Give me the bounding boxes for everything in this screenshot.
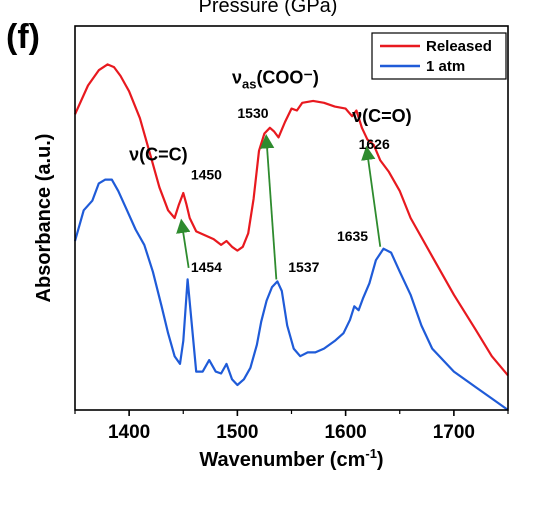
band-label-2: νas(COO⁻): [232, 68, 319, 92]
peak-arrow-2: [259, 134, 278, 280]
peak-label-1635: 1635: [337, 228, 368, 244]
legend-label-1: Released: [426, 38, 492, 55]
peak-label-1454: 1454: [191, 259, 222, 275]
series-line-1-atm: [73, 178, 509, 411]
peak-label-1626: 1626: [359, 136, 390, 152]
peak-label-1450: 1450: [191, 167, 222, 183]
x-tick-label-1700: 1700: [433, 422, 475, 443]
x-tick-label-1500: 1500: [216, 422, 258, 443]
annotation-layer: 1450 1454 1530 1537 1626 1635 ν(C=C) νas(COO⁻) ν…: [129, 68, 412, 280]
band-label-1: ν(C=C): [129, 144, 188, 164]
peak-label-1537: 1537: [288, 259, 319, 275]
legend: Released 1 atm: [371, 32, 507, 80]
panel-label: (f): [6, 18, 40, 56]
y-axis-title: Absorbance (a.u.): [33, 134, 55, 303]
band-label-3: ν(C=O): [352, 106, 412, 126]
series-line-released: [73, 63, 509, 377]
peak-arrow-3: [361, 145, 382, 247]
legend-label-2: 1 atm: [426, 58, 465, 75]
legend-box: [371, 32, 507, 80]
peak-label-1530: 1530: [237, 105, 268, 121]
axes-layer: 1400 1500 1600 1700 Wavenumber (cm-1) Absorba…: [33, 25, 509, 471]
x-tick-label-1400: 1400: [108, 422, 150, 443]
peak-arrow-1: [176, 218, 191, 269]
x-axis-title: Wavenumber (cm-1): [199, 446, 383, 471]
x-tick-label-1600: 1600: [324, 422, 366, 443]
series-layer: [73, 63, 509, 411]
top-title: Pressure (GPa): [199, 0, 338, 17]
